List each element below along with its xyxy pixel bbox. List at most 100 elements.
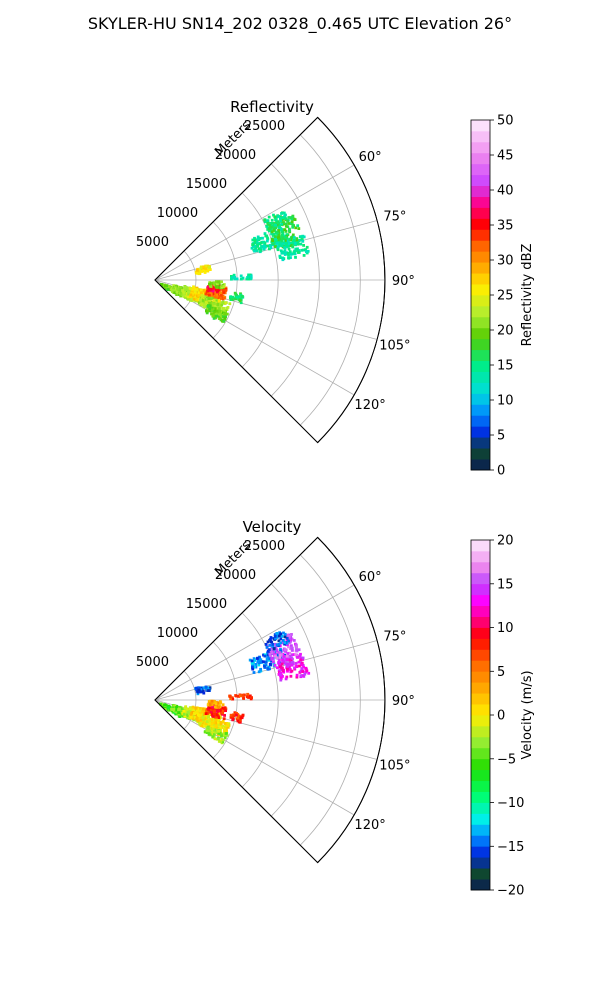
echo-cell	[256, 243, 260, 247]
echo-cell	[235, 713, 238, 717]
echo-cell	[298, 238, 302, 242]
echo-cell	[195, 294, 199, 298]
echo-cell	[266, 244, 270, 248]
echo-cell	[261, 660, 265, 664]
echo-cell	[268, 227, 271, 231]
echo-cell	[266, 650, 270, 653]
echo-cell	[204, 264, 208, 268]
echo-cell	[287, 247, 291, 251]
colorbar-segment	[471, 130, 490, 143]
echo-cell	[280, 635, 284, 638]
echo-cell	[219, 709, 222, 712]
echo-cell	[297, 227, 301, 230]
echo-cell	[294, 653, 298, 657]
echo-cell	[255, 240, 258, 244]
echo-cell	[246, 276, 249, 279]
echo-cell	[253, 659, 256, 662]
echo-cell	[284, 224, 288, 228]
echo-cell	[199, 266, 203, 270]
echo-cell	[268, 652, 272, 656]
echo-cell	[198, 722, 201, 726]
echo-cell	[213, 700, 216, 704]
echo-cell	[189, 714, 193, 717]
echo-cell	[216, 282, 219, 286]
echo-cell	[224, 301, 228, 305]
echo-cell	[235, 295, 239, 299]
echo-cell	[191, 705, 195, 709]
echo-cell	[278, 241, 282, 245]
echo-cell	[282, 639, 285, 642]
echo-cell	[290, 644, 293, 648]
echo-cell	[193, 712, 196, 715]
echo-cell	[218, 704, 221, 707]
echo-cell	[208, 703, 212, 706]
echo-cell	[190, 297, 194, 300]
echo-cell	[262, 244, 266, 248]
echo-cell	[266, 667, 270, 671]
echo-cell	[276, 245, 280, 249]
echo-cell	[223, 316, 227, 320]
echo-cell	[241, 713, 245, 717]
echo-cell	[259, 667, 262, 671]
echo-cell	[297, 249, 301, 252]
echo-cell	[232, 273, 236, 277]
echo-cell	[271, 234, 275, 237]
colorbar-segment	[471, 141, 490, 154]
echo-cell	[272, 213, 275, 217]
echo-cell	[269, 654, 272, 658]
echo-cell	[281, 242, 285, 246]
echo-cell	[271, 643, 275, 646]
echo-cell	[283, 632, 287, 636]
echo-cell	[239, 694, 242, 698]
colorbar-segment	[471, 616, 490, 628]
echo-cell	[229, 298, 233, 301]
echo-cell	[281, 658, 284, 662]
echo-cell	[208, 281, 212, 284]
echo-cell	[286, 661, 289, 664]
echo-cell	[274, 226, 278, 229]
echo-cell	[182, 295, 186, 298]
echo-cell	[198, 690, 202, 694]
echo-cell	[286, 252, 290, 255]
echo-cell	[257, 247, 261, 251]
echo-cell	[269, 225, 273, 229]
echo-cell	[215, 713, 219, 717]
echo-cell	[219, 722, 223, 725]
echo-cell	[159, 702, 162, 706]
echo-cell	[295, 643, 298, 647]
echo-cell	[214, 718, 218, 721]
echo-cell	[299, 658, 302, 662]
echo-cell	[213, 307, 217, 310]
echo-cell	[207, 297, 211, 300]
echo-cell	[208, 722, 211, 725]
echo-cell	[193, 295, 197, 299]
echo-cell	[287, 637, 291, 640]
echo-cell	[299, 674, 303, 678]
echo-cell	[266, 640, 270, 644]
echo-cell	[279, 641, 283, 645]
colorbar-segment	[471, 693, 490, 705]
echo-cell	[194, 686, 198, 690]
echo-cell	[186, 710, 190, 714]
echo-cell	[275, 242, 279, 245]
range-tick-label: 15000	[186, 177, 227, 192]
echo-cell	[277, 658, 281, 662]
echo-cell	[285, 666, 289, 670]
colorbar-segment	[471, 572, 490, 585]
azimuth-tick-label: 90°	[392, 694, 415, 709]
echo-cell	[188, 287, 192, 290]
echo-cell	[287, 242, 291, 245]
colorbar-label: Velocity (m/s)	[520, 670, 535, 759]
echo-cell	[268, 644, 272, 647]
echo-cell	[225, 734, 229, 737]
figure-title: SKYLER-HU SN14_202 0328_0.465 UTC Elevat…	[87, 14, 513, 33]
echo-cell	[269, 227, 273, 231]
echo-cell	[207, 715, 210, 719]
echo-cell	[288, 651, 292, 655]
echo-cell	[208, 307, 211, 311]
echo-cell	[278, 656, 282, 659]
echo-cell	[215, 706, 219, 709]
echo-cell	[206, 285, 210, 289]
echo-cell	[270, 218, 274, 222]
